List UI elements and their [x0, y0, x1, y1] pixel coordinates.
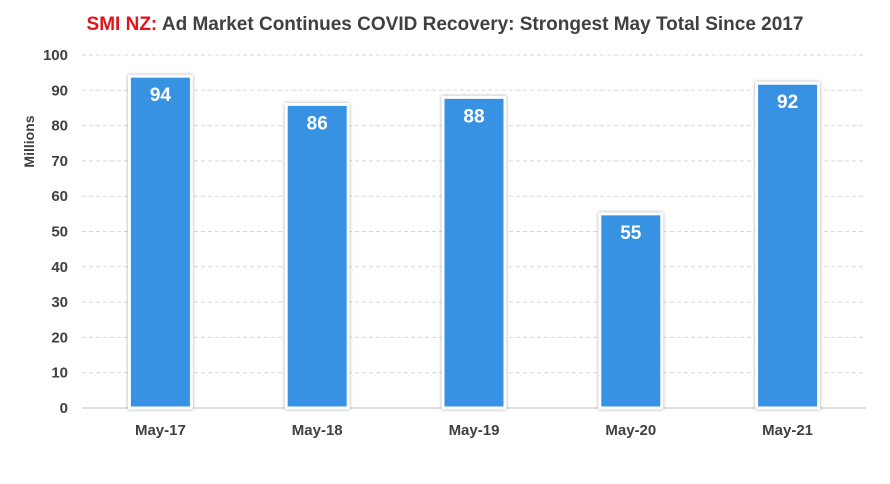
y-tick-label: 10 — [51, 365, 68, 382]
x-tick-label: May-21 — [762, 422, 813, 439]
bar-May-20 — [598, 212, 664, 410]
data-label: 88 — [463, 106, 484, 127]
data-label: 94 — [150, 85, 172, 106]
bar-May-17 — [127, 74, 193, 410]
y-tick-label: 60 — [51, 188, 68, 205]
y-tick-label: 40 — [51, 259, 68, 276]
y-tick-label: 70 — [51, 153, 68, 170]
y-tick-label: 90 — [51, 82, 68, 99]
x-tick-label: May-18 — [292, 422, 343, 439]
chart-title: SMI NZ: Ad Market Continues COVID Recove… — [0, 14, 890, 36]
bar-May-21 — [755, 81, 821, 410]
data-label: 86 — [307, 113, 328, 134]
y-tick-label: 30 — [51, 294, 68, 311]
title-text: Ad Market Continues COVID Recovery: Stro… — [161, 14, 804, 35]
y-axis-title: Millions — [21, 115, 37, 167]
y-tick-label: 100 — [43, 47, 68, 64]
title-brand: SMI NZ: — [86, 14, 158, 35]
y-tick-label: 20 — [51, 329, 68, 346]
x-tick-label: May-17 — [135, 422, 186, 439]
bar-May-19 — [441, 95, 507, 410]
y-tick-label: 80 — [51, 118, 68, 135]
y-tick-label: 50 — [51, 224, 68, 241]
x-tick-label: May-20 — [605, 422, 656, 439]
y-tick-label: 0 — [60, 400, 68, 417]
data-label: 92 — [777, 92, 798, 113]
bar-May-18 — [284, 102, 350, 410]
data-label: 55 — [620, 223, 642, 244]
x-tick-label: May-19 — [449, 422, 500, 439]
